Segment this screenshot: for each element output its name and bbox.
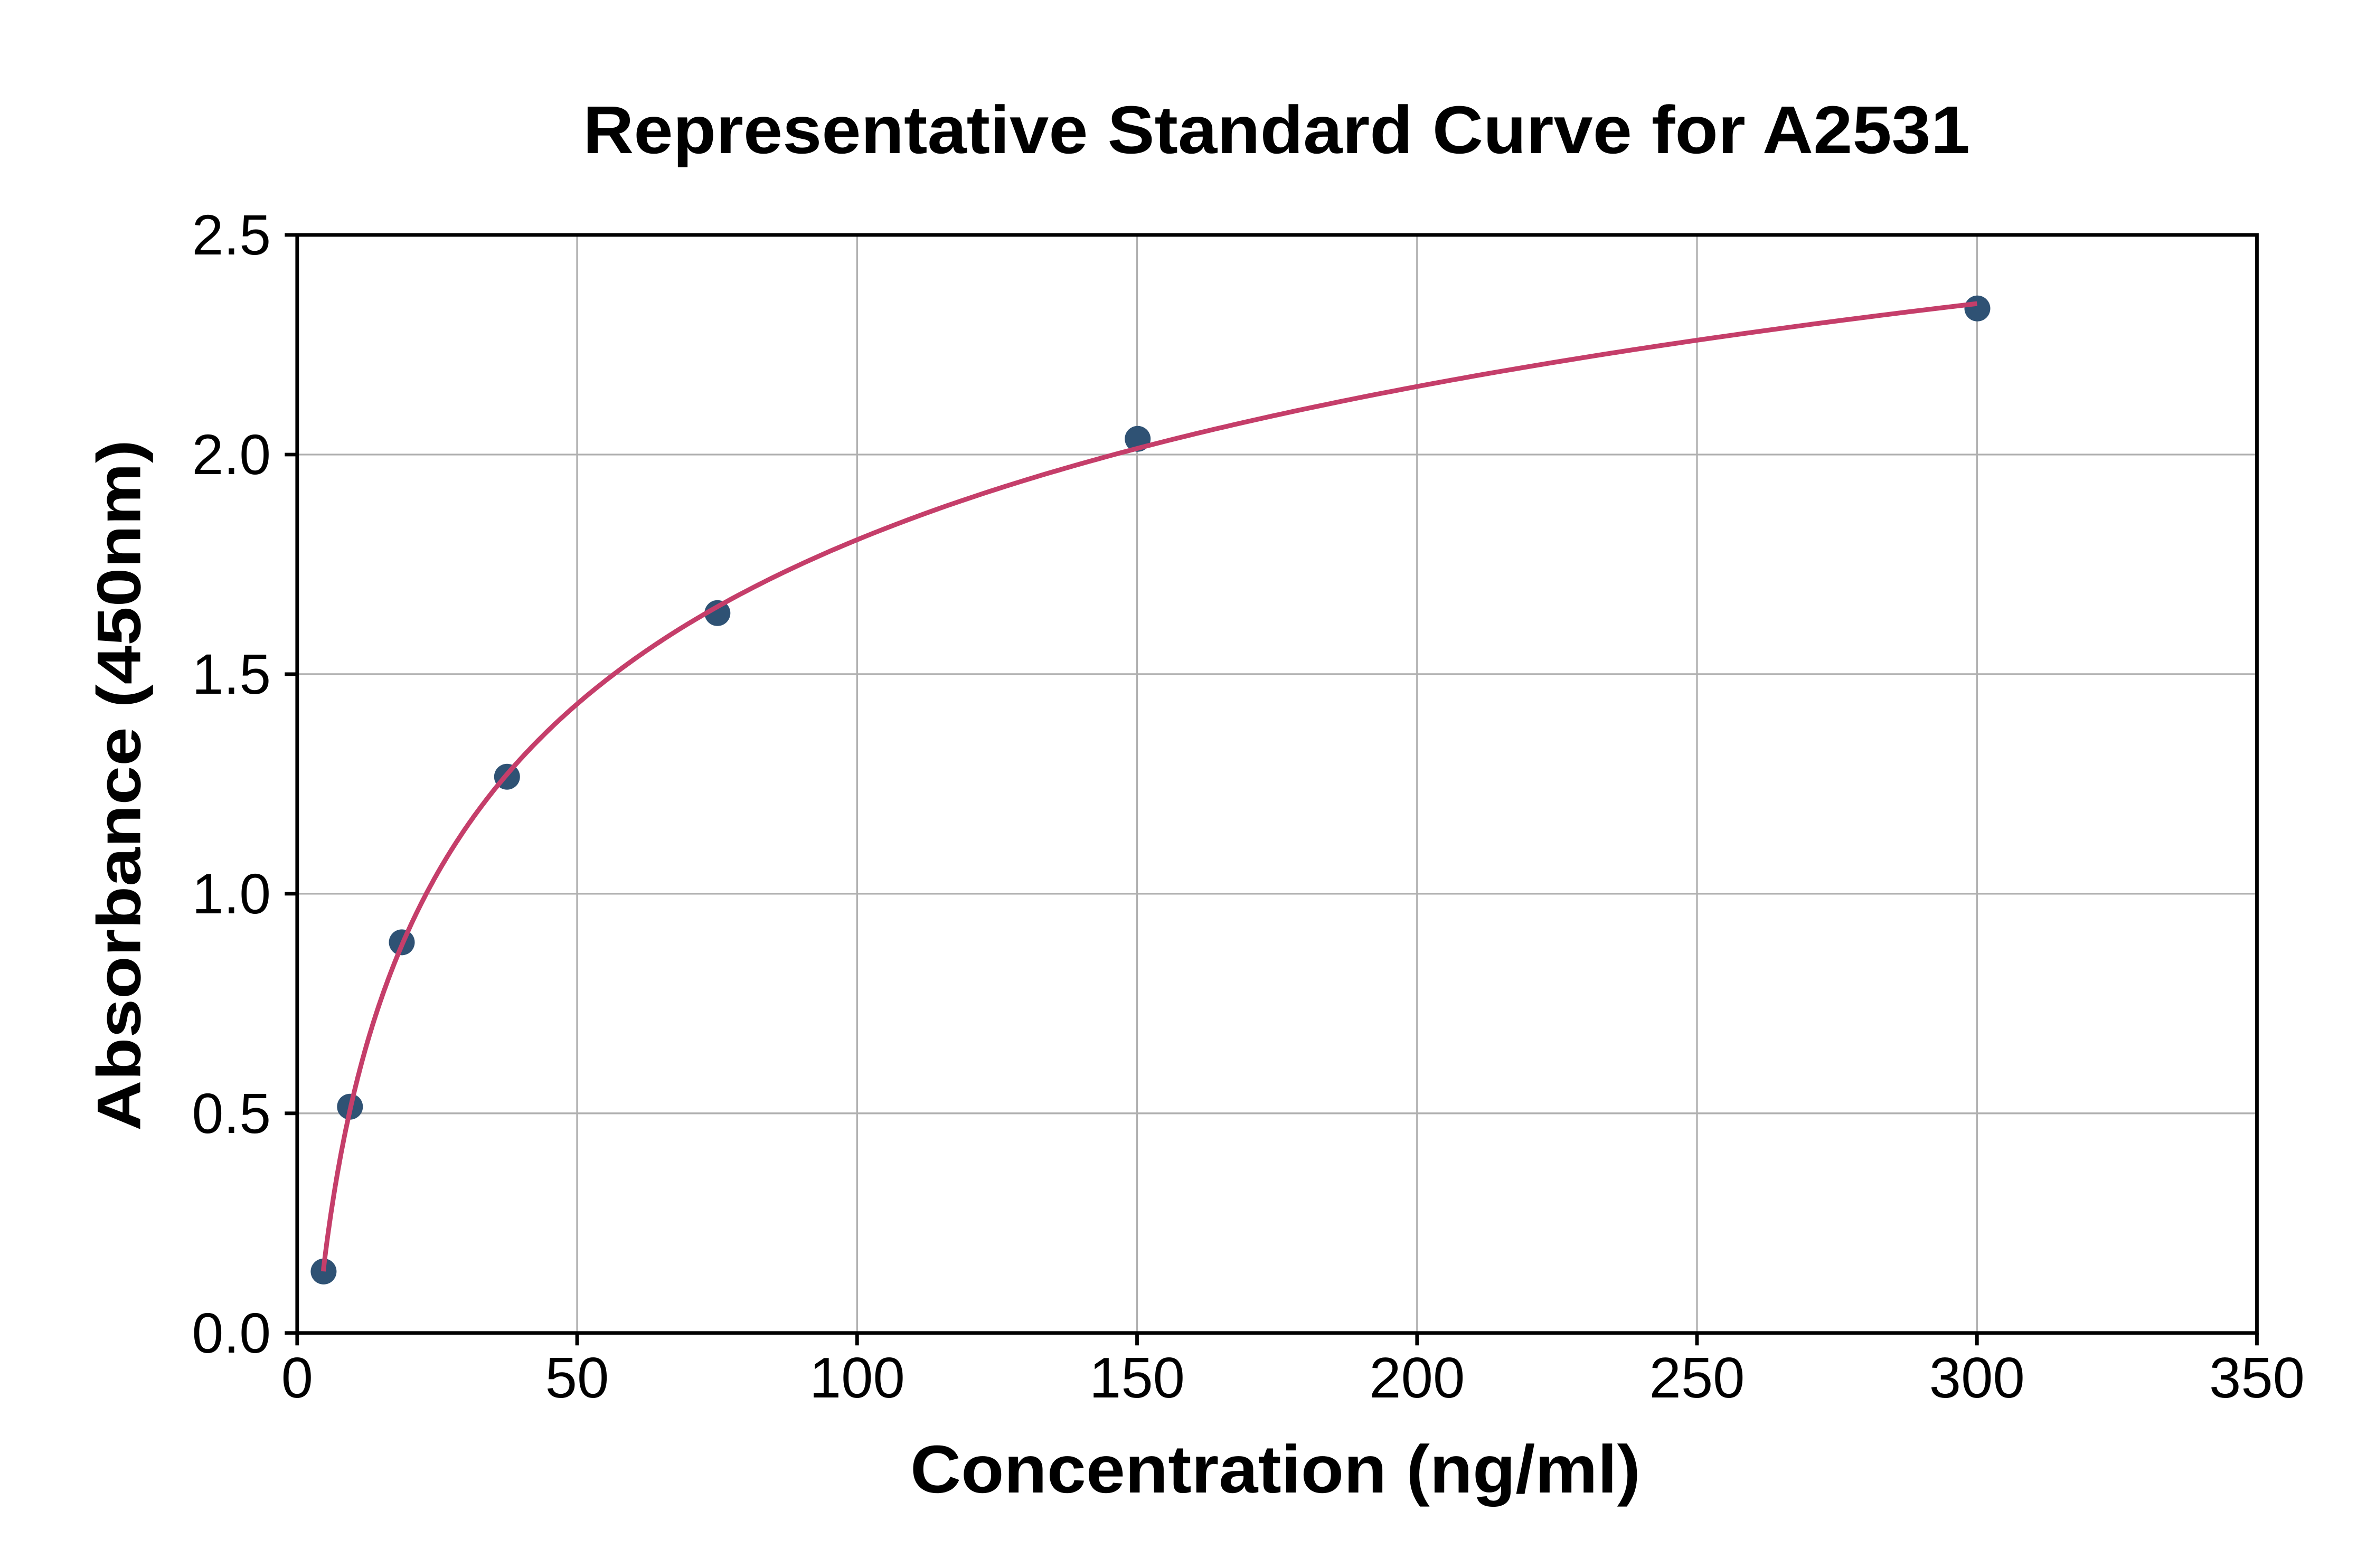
svg-text:50: 50 [545,1346,609,1410]
svg-text:0.5: 0.5 [192,1082,271,1145]
svg-text:100: 100 [809,1346,905,1410]
svg-text:200: 200 [1369,1346,1465,1410]
svg-text:1.5: 1.5 [192,643,271,706]
svg-text:0.0: 0.0 [192,1301,271,1365]
svg-text:1.0: 1.0 [192,862,271,925]
svg-text:300: 300 [1929,1346,2025,1410]
svg-text:Absorbance (450nm): Absorbance (450nm) [84,440,154,1131]
svg-text:2.0: 2.0 [192,423,271,486]
svg-text:2.5: 2.5 [192,203,271,267]
svg-text:Representative Standard Curve: Representative Standard Curve for A2531 [583,92,1970,168]
svg-text:250: 250 [1649,1346,1745,1410]
svg-text:150: 150 [1089,1346,1185,1410]
svg-text:Concentration (ng/ml): Concentration (ng/ml) [910,1432,1640,1507]
svg-text:0: 0 [281,1346,313,1410]
svg-text:350: 350 [2209,1346,2305,1410]
